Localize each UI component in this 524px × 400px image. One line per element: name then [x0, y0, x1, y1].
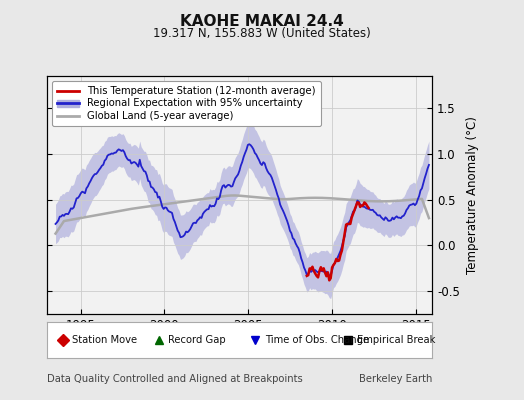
Text: Berkeley Earth: Berkeley Earth	[359, 374, 432, 384]
Text: Data Quality Controlled and Aligned at Breakpoints: Data Quality Controlled and Aligned at B…	[47, 374, 303, 384]
Text: Record Gap: Record Gap	[169, 335, 226, 345]
Text: KAOHE MAKAI 24.4: KAOHE MAKAI 24.4	[180, 14, 344, 30]
Y-axis label: Temperature Anomaly (°C): Temperature Anomaly (°C)	[466, 116, 478, 274]
Legend: , , : , ,	[52, 81, 524, 126]
Text: 19.317 N, 155.883 W (United States): 19.317 N, 155.883 W (United States)	[153, 28, 371, 40]
Text: Station Move: Station Move	[72, 335, 137, 345]
Text: Empirical Break: Empirical Break	[357, 335, 435, 345]
Text: Time of Obs. Change: Time of Obs. Change	[265, 335, 369, 345]
